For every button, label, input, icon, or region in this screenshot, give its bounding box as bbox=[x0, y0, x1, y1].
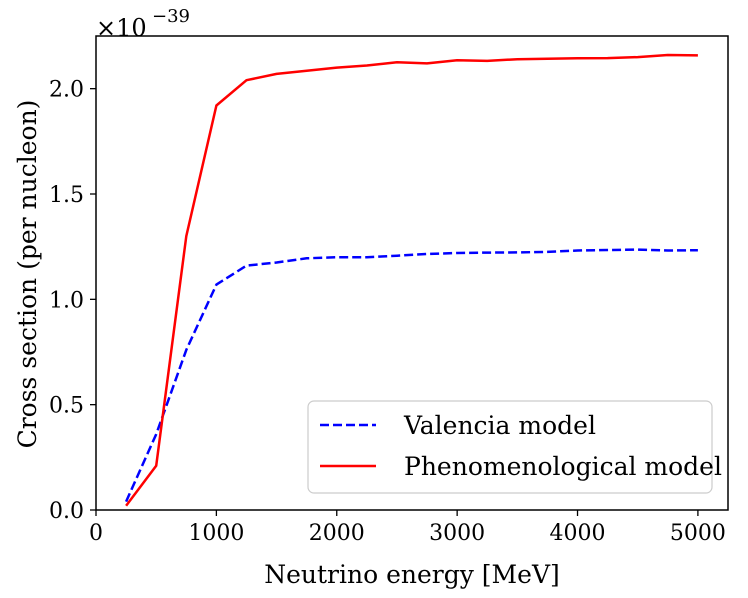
x-tick-label: 0 bbox=[89, 521, 103, 546]
y-axis: 0.0 0.5 1.0 1.5 2.0 bbox=[49, 78, 96, 524]
axes-frame bbox=[95, 35, 729, 511]
y-multiplier-exponent: −39 bbox=[152, 6, 190, 27]
legend-box bbox=[307, 400, 713, 494]
series-layer bbox=[124, 53, 698, 507]
x-tick-label: 1000 bbox=[188, 521, 244, 546]
y-tick-label: 1.0 bbox=[49, 288, 84, 313]
legend: Valencia model Phenomenological model bbox=[307, 400, 722, 494]
legend-label-valencia: Valencia model bbox=[403, 411, 596, 440]
x-axis-label: Neutrino energy [MeV] bbox=[264, 560, 560, 589]
x-tick-label: 3000 bbox=[429, 521, 485, 546]
y-tick-label: 2.0 bbox=[49, 78, 84, 103]
y-axis-label: Cross section (per nucleon) bbox=[13, 100, 42, 449]
series-line-phenomenological bbox=[125, 53, 698, 507]
y-multiplier-base: ×10 bbox=[96, 14, 147, 42]
x-tick-label: 4000 bbox=[550, 521, 606, 546]
plot-area: 0 1000 2000 3000 4000 5000 0.0 0.5 1.0 1.5 2.0 bbox=[49, 35, 729, 546]
x-axis: 0 1000 2000 3000 4000 5000 bbox=[89, 510, 726, 546]
series-line-valencia bbox=[124, 248, 698, 503]
x-tick-label: 2000 bbox=[309, 521, 365, 546]
y-tick-label: 1.5 bbox=[49, 183, 84, 208]
y-tick-label: 0.5 bbox=[49, 394, 84, 419]
legend-label-phenomenological: Phenomenological model bbox=[404, 452, 722, 481]
y-tick-label: 0.0 bbox=[49, 499, 84, 524]
y-multiplier: ×10 −39 bbox=[96, 6, 190, 42]
x-tick-label: 5000 bbox=[670, 521, 726, 546]
